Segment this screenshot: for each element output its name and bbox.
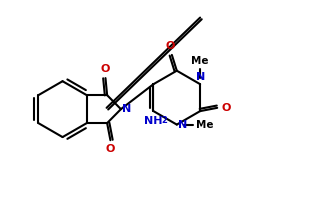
Text: O: O: [101, 64, 110, 74]
Text: N: N: [196, 72, 205, 82]
Text: 2: 2: [162, 116, 167, 125]
Text: N: N: [178, 120, 187, 130]
Text: Me: Me: [191, 56, 209, 66]
Text: O: O: [106, 144, 115, 154]
Text: Me: Me: [196, 120, 213, 130]
Text: N: N: [122, 104, 131, 114]
Text: NH: NH: [144, 116, 163, 126]
Text: O: O: [221, 103, 231, 113]
Text: O: O: [166, 41, 175, 51]
